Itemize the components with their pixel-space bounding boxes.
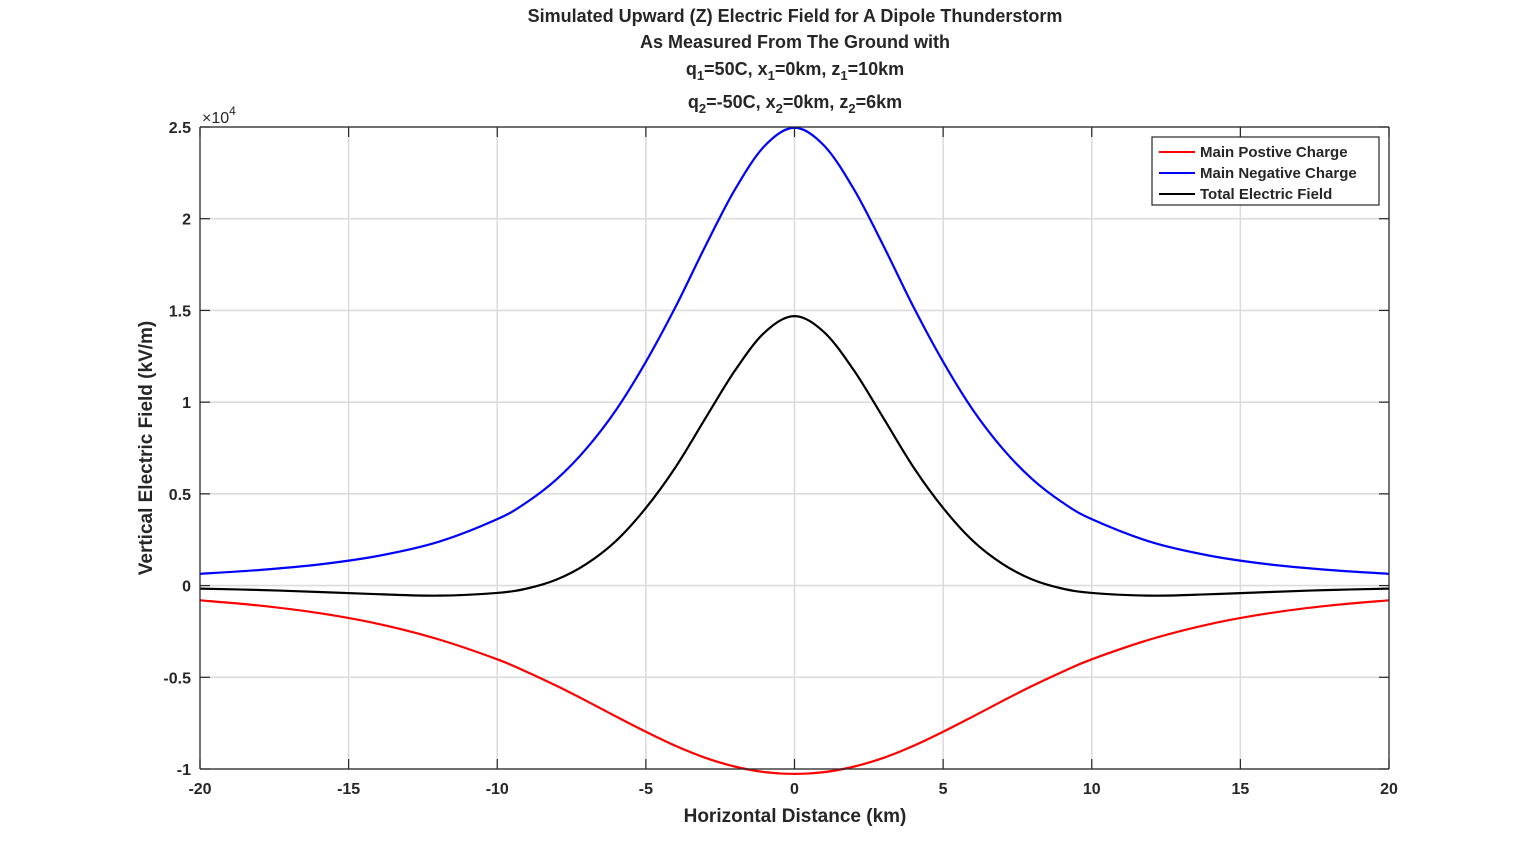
x-tick-label: -20: [188, 781, 211, 798]
x-tick-label: -5: [639, 781, 653, 798]
y-tick-label: 0.5: [169, 487, 191, 504]
legend-label-positive: Main Postive Charge: [1200, 144, 1348, 161]
y-tick-label: 1.5: [169, 303, 191, 320]
y-tick-label: -0.5: [163, 670, 191, 687]
series-line-positive: [199, 599, 1390, 776]
y-tick-label: 1: [182, 395, 191, 412]
axes: [199, 126, 1390, 770]
x-tick-label: -15: [337, 781, 360, 798]
legend: Main Postive Charge Main Negative Charge…: [1151, 136, 1380, 206]
x-tick-label: 15: [1231, 781, 1249, 798]
y-tick-label: 0: [182, 579, 191, 596]
y-tick-label: 2: [182, 212, 191, 229]
legend-label-negative: Main Negative Charge: [1200, 165, 1357, 182]
y-axis-label: Vertical Electric Field (kV/m): [136, 321, 157, 576]
x-tick-label: 5: [939, 781, 948, 798]
y-tick-label: 2.5: [169, 120, 191, 137]
x-tick-label: 10: [1083, 781, 1101, 798]
x-axis-label: Horizontal Distance (km): [684, 806, 907, 827]
y-tick-label: -1: [177, 762, 191, 779]
chart-title-line-3: q1=50C, x1=0km, z1=10km: [686, 59, 904, 83]
x-tick-label: 0: [790, 781, 799, 798]
tick-labels: -20 -15 -10 -5 0 5 10 15 20 -1 -0.5 0 0.5 1 1.5 2 2.5: [163, 120, 1398, 798]
chart-title-line-4: q2=-50C, x2=0km, z2=6km: [688, 92, 902, 116]
y-axis-exponent: ×104: [202, 104, 236, 127]
series-line-total: [199, 315, 1390, 597]
legend-label-total: Total Electric Field: [1200, 186, 1332, 203]
chart-title-line-2: As Measured From The Ground with: [640, 32, 950, 52]
x-tick-label: -10: [486, 781, 509, 798]
chart-title-line-1: Simulated Upward (Z) Electric Field for …: [528, 6, 1063, 26]
x-tick-label: 20: [1380, 781, 1398, 798]
